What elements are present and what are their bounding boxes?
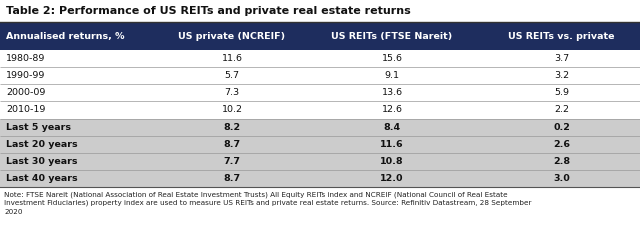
Text: US private (NCREIF): US private (NCREIF) bbox=[179, 32, 285, 40]
Text: 10.2: 10.2 bbox=[221, 105, 243, 114]
Bar bbox=[0, 84, 640, 101]
Text: 2000-09: 2000-09 bbox=[6, 88, 45, 97]
Text: 1990-99: 1990-99 bbox=[6, 71, 45, 80]
Text: US REITs (FTSE Nareit): US REITs (FTSE Nareit) bbox=[332, 32, 452, 40]
Text: 3.2: 3.2 bbox=[554, 71, 569, 80]
Text: 11.6: 11.6 bbox=[380, 140, 404, 149]
Bar bbox=[0, 187, 640, 239]
Bar bbox=[0, 136, 640, 153]
Text: 5.9: 5.9 bbox=[554, 88, 569, 97]
Text: 8.7: 8.7 bbox=[223, 140, 241, 149]
Bar bbox=[0, 170, 640, 187]
Bar bbox=[0, 101, 640, 119]
Text: Table 2: Performance of US REITs and private real estate returns: Table 2: Performance of US REITs and pri… bbox=[6, 5, 411, 16]
Text: 3.7: 3.7 bbox=[554, 54, 569, 63]
Bar bbox=[0, 67, 640, 84]
Bar bbox=[0, 0, 640, 22]
Text: 9.1: 9.1 bbox=[385, 71, 399, 80]
Text: 2.6: 2.6 bbox=[553, 140, 570, 149]
Text: US REITs vs. private: US REITs vs. private bbox=[508, 32, 615, 40]
Text: 13.6: 13.6 bbox=[381, 88, 403, 97]
Text: 0.2: 0.2 bbox=[553, 123, 570, 131]
Text: 2.8: 2.8 bbox=[553, 157, 570, 166]
Text: Annualised returns, %: Annualised returns, % bbox=[6, 32, 125, 40]
Bar bbox=[0, 119, 640, 136]
Bar bbox=[0, 22, 640, 50]
Bar bbox=[0, 50, 640, 67]
Text: Last 5 years: Last 5 years bbox=[6, 123, 71, 131]
Text: 12.6: 12.6 bbox=[381, 105, 403, 114]
Text: 7.3: 7.3 bbox=[225, 88, 239, 97]
Text: 3.0: 3.0 bbox=[553, 174, 570, 183]
Text: 10.8: 10.8 bbox=[380, 157, 404, 166]
Text: Last 40 years: Last 40 years bbox=[6, 174, 77, 183]
Text: 8.4: 8.4 bbox=[383, 123, 401, 131]
Text: 7.7: 7.7 bbox=[223, 157, 241, 166]
Text: Note: FTSE Nareit (National Association of Real Estate Investment Trusts) All Eq: Note: FTSE Nareit (National Association … bbox=[4, 191, 531, 214]
Text: 8.7: 8.7 bbox=[223, 174, 241, 183]
Text: 12.0: 12.0 bbox=[380, 174, 404, 183]
Text: 15.6: 15.6 bbox=[381, 54, 403, 63]
Text: 8.2: 8.2 bbox=[223, 123, 241, 131]
Text: 2010-19: 2010-19 bbox=[6, 105, 45, 114]
Text: 1980-89: 1980-89 bbox=[6, 54, 45, 63]
Text: 11.6: 11.6 bbox=[221, 54, 243, 63]
Text: Last 20 years: Last 20 years bbox=[6, 140, 77, 149]
Bar bbox=[0, 153, 640, 170]
Text: 2.2: 2.2 bbox=[554, 105, 569, 114]
Text: 5.7: 5.7 bbox=[225, 71, 239, 80]
Text: Last 30 years: Last 30 years bbox=[6, 157, 77, 166]
